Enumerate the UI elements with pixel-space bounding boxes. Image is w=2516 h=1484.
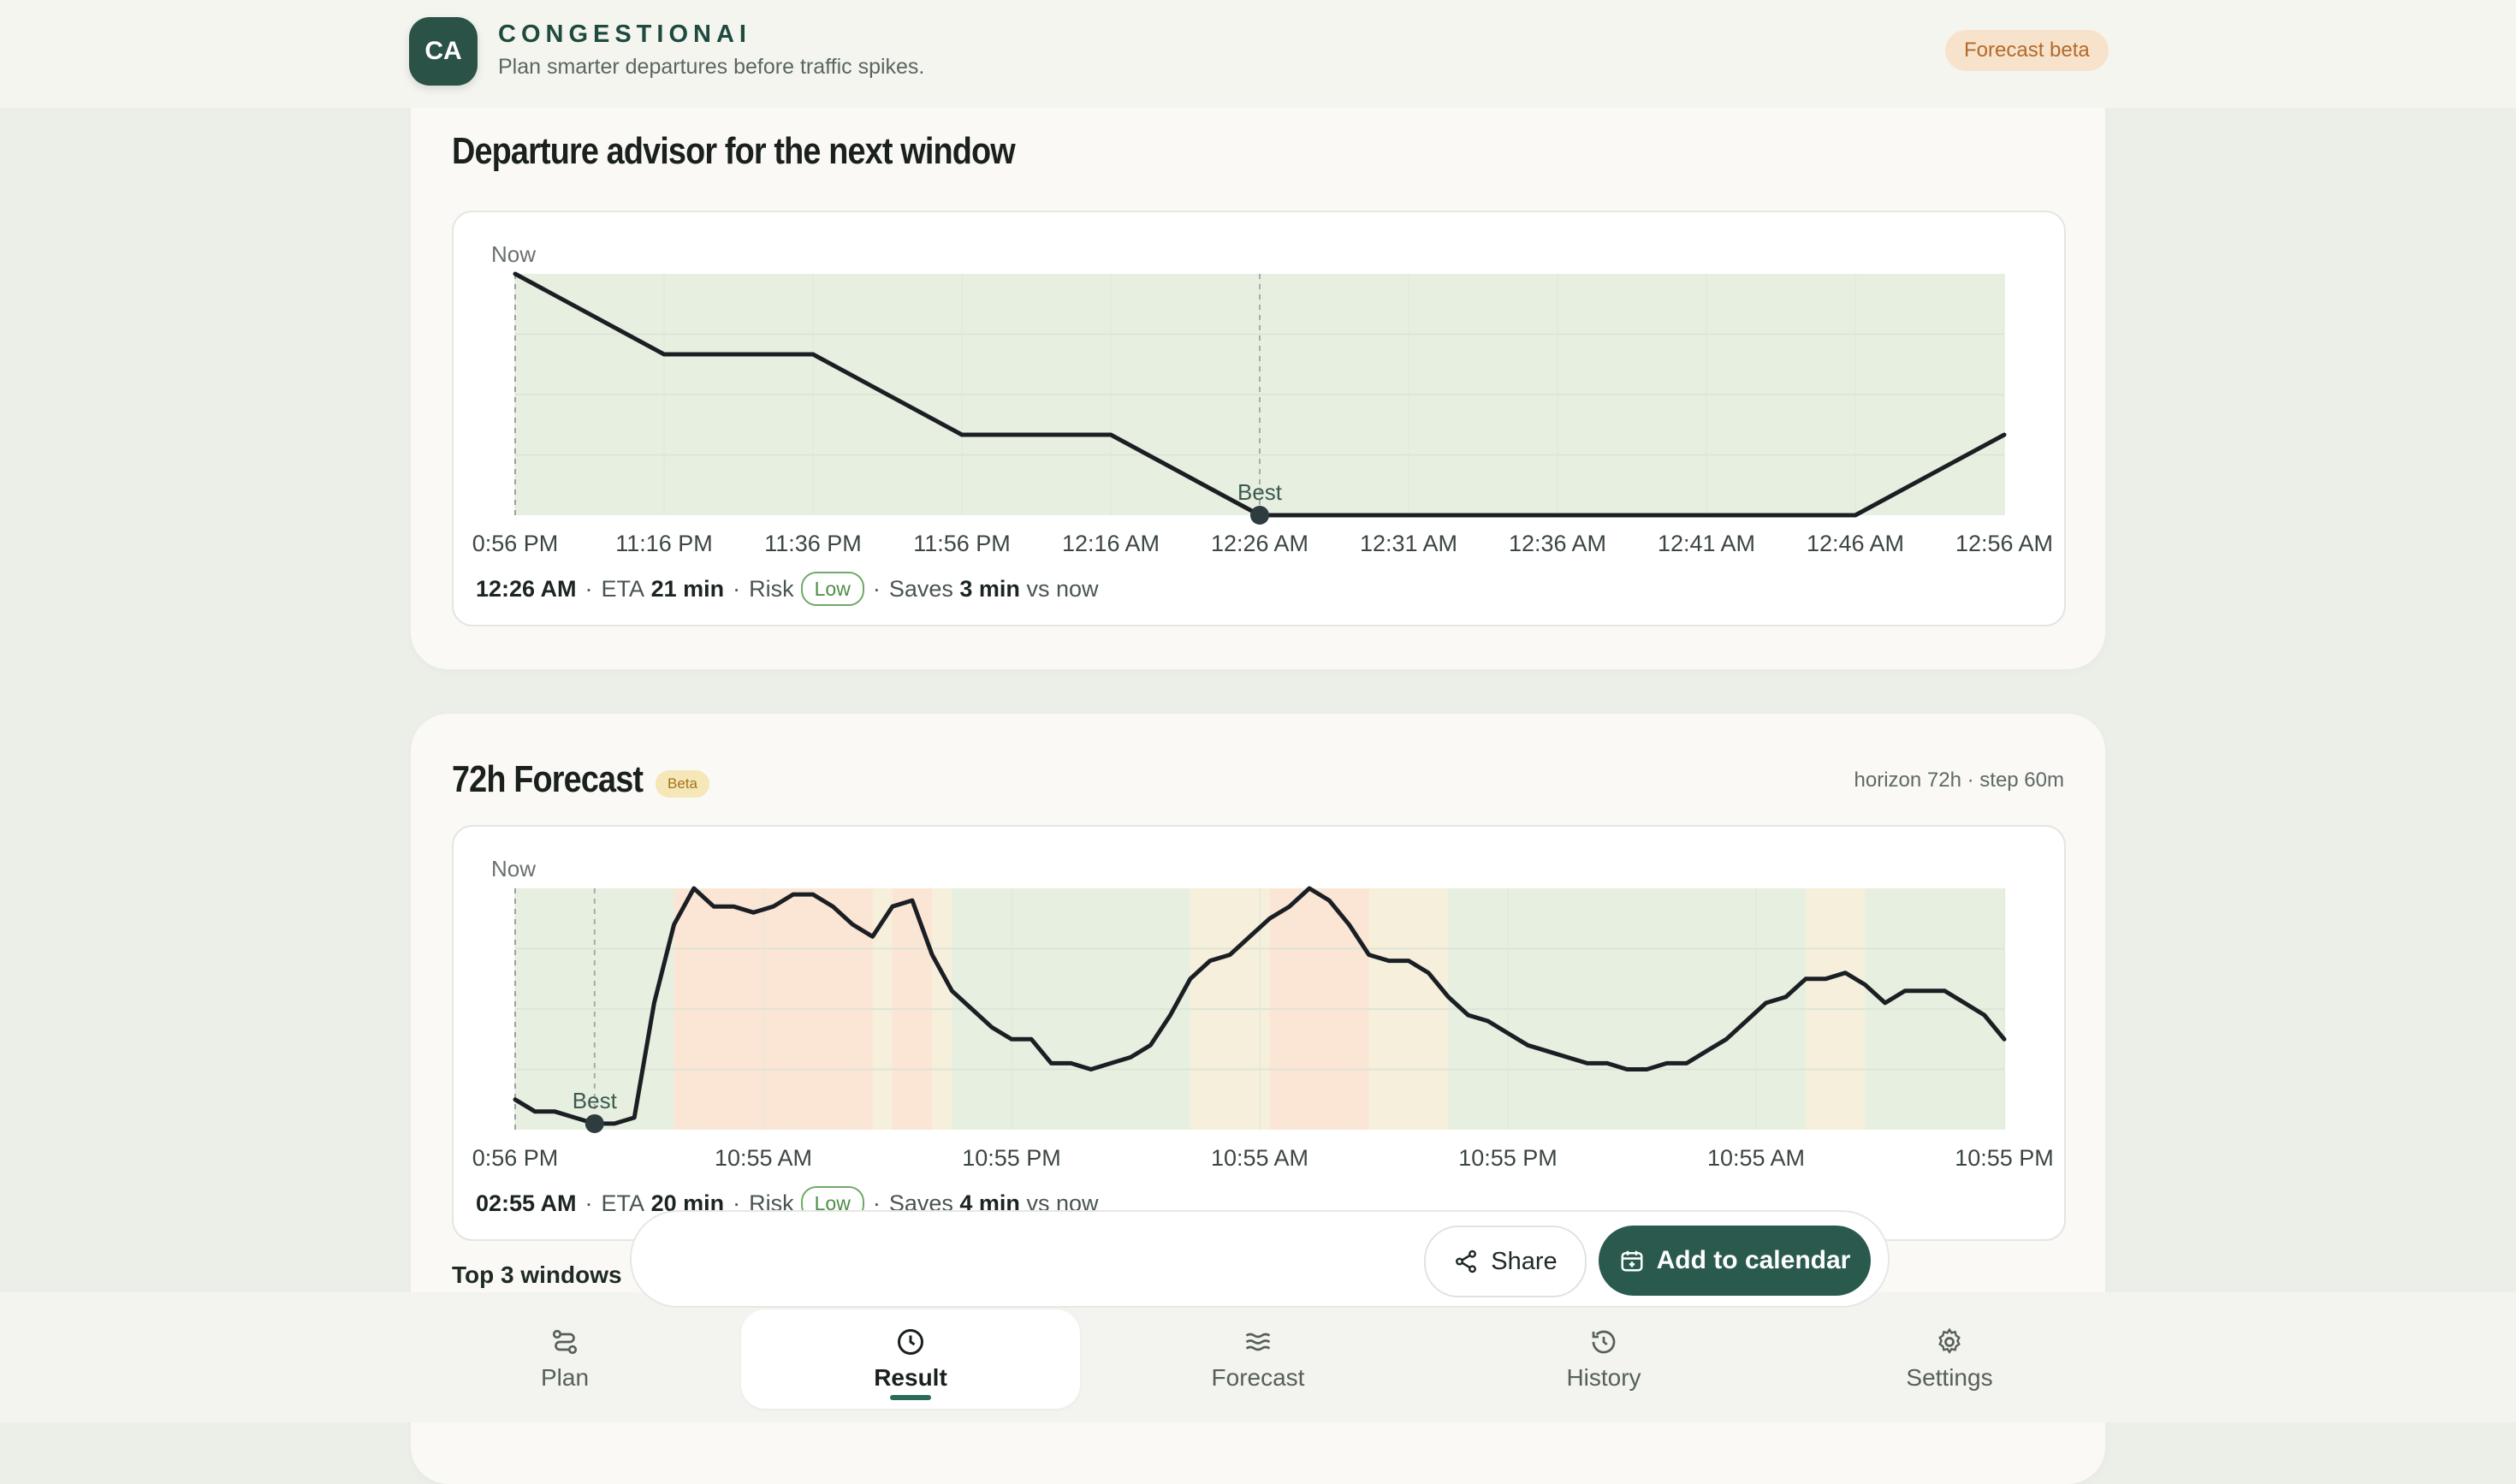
forecast-best-time: 02:55 AM [476,1190,577,1217]
best-point [1250,506,1269,525]
x-tick-label: 12:46 AM [1807,531,1904,556]
history-icon [1588,1327,1619,1357]
waves-icon [1243,1327,1273,1357]
forecast-beta-badge: Forecast beta [1945,30,2109,71]
forecast-chart: Now Best 0:56 PM 10:55 AM 10:55 PM 10:55 AM 10… [452,825,2066,1241]
advisor-risk-badge: Low [801,572,864,606]
share-icon [1453,1249,1479,1274]
forecast-eta-label: ETA [602,1190,645,1217]
advisor-saves: 3 min [959,576,1020,603]
advisor-summary: 12:26 AM · ETA 21 min · Risk Low · Saves… [476,572,1098,606]
advisor-risk-label: Risk [749,576,794,603]
advisor-eta-label: ETA [602,576,645,603]
x-tick-label: 12:56 AM [1955,531,2053,556]
nav-item-settings[interactable]: Settings [1780,1309,2119,1409]
nav-item-history[interactable]: History [1434,1309,1773,1409]
nav-history-label: History [1566,1364,1641,1392]
forecast-horizon: horizon 72h · step 60m [1854,769,2064,792]
x-tick-label: 10:55 AM [1707,1145,1805,1171]
now-label: Now [491,856,536,881]
nav-forecast-label: Forecast [1212,1364,1305,1392]
forecast-chart-svg: Now Best 0:56 PM 10:55 AM 10:55 PM 10:55 AM 10… [454,827,2064,1186]
top-windows-heading: Top 3 windows [452,1261,622,1289]
app-logo[interactable]: CA [409,17,478,86]
x-tick-label: 10:55 AM [715,1145,812,1171]
x-tick-label: 12:31 AM [1360,531,1457,556]
advisor-saves-suffix: vs now [1026,576,1098,603]
advisor-title: Departure advisor for the next window [452,130,1015,173]
nav-item-result[interactable]: Result [741,1309,1080,1409]
gear-icon [1934,1327,1965,1357]
app-bar: CA CONGESTIONAI Plan smarter departures … [0,0,2516,108]
add-to-calendar-button[interactable]: Add to calendar [1599,1226,1871,1296]
nav-item-forecast[interactable]: Forecast [1089,1309,1427,1409]
x-tick-label: 0:56 PM [472,531,559,556]
brand-name: CONGESTIONAI [498,21,751,49]
nav-settings-label: Settings [1906,1364,1992,1392]
active-tab-indicator [890,1395,931,1400]
advisor-eta: 21 min [651,576,725,603]
brand-tagline: Plan smarter departures before traffic s… [498,55,924,80]
add-to-calendar-label: Add to calendar [1657,1246,1851,1275]
best-label: Best [573,1088,618,1113]
share-label: Share [1491,1248,1557,1276]
nav-result-label: Result [874,1364,947,1392]
forecast-title: 72h Forecast [452,758,643,801]
advisor-best-time: 12:26 AM [476,576,577,603]
clock-icon [895,1327,926,1357]
x-tick-label: 11:16 PM [615,531,713,556]
x-tick-label: 11:36 PM [764,531,862,556]
x-tick-label: 10:55 PM [1458,1145,1558,1171]
departure-advisor-card: Departure advisor for the next window No… [411,60,2105,669]
advisor-saves-label: Saves [889,576,953,603]
nav-plan-label: Plan [541,1364,589,1392]
x-tick-label: 10:55 PM [962,1145,1061,1171]
x-tick-label: 11:56 PM [913,531,1011,556]
x-tick-label: 0:56 PM [472,1145,559,1171]
calendar-plus-icon [1619,1248,1645,1273]
x-tick-label: 12:26 AM [1211,531,1308,556]
forecast-beta-tag: Beta [656,770,709,798]
nav-item-plan[interactable]: Plan [395,1309,734,1409]
now-label: Now [491,241,536,267]
x-tick-label: 12:36 AM [1509,531,1606,556]
best-point [585,1114,604,1133]
share-button[interactable]: Share [1424,1226,1587,1297]
x-tick-label: 12:16 AM [1062,531,1160,556]
advisor-chart-svg: Now Best 0:56 PM 11:16 PM 11:36 PM 11:56 PM 12… [454,212,2064,572]
best-label: Best [1237,479,1283,505]
x-tick-label: 12:41 AM [1658,531,1755,556]
bottom-nav: Plan Result Forecast History Settings [0,1292,2516,1422]
advisor-chart: Now Best 0:56 PM 11:16 PM 11:36 PM 11:56 PM 12… [452,211,2066,626]
x-tick-label: 10:55 AM [1211,1145,1308,1171]
x-tick-label: 10:55 PM [1955,1145,2054,1171]
action-bar: Share Add to calendar [630,1210,1890,1308]
route-icon [549,1327,580,1357]
